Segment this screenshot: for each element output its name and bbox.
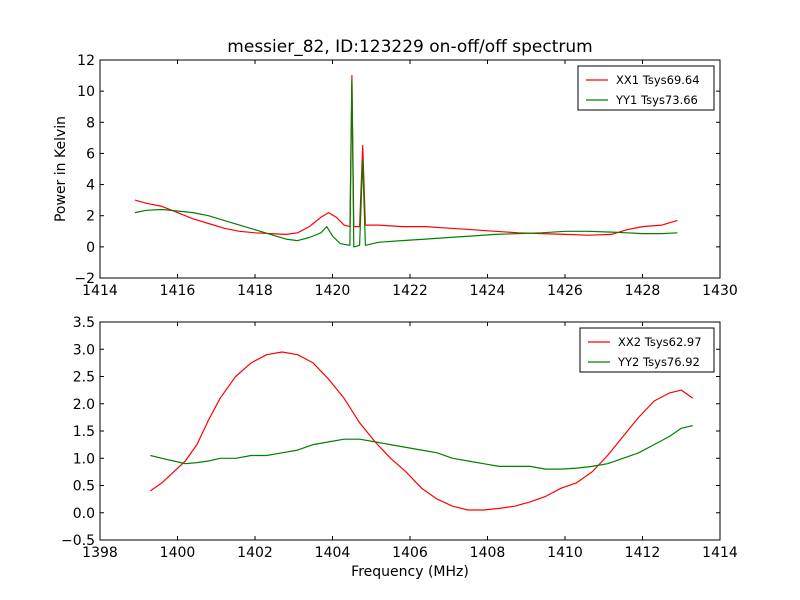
bottom-x-tick-label: 1414 [702,545,738,561]
bottom-series-line-1 [150,351,694,511]
top-x-tick-label: 1422 [392,283,428,299]
bottom-panel: Frequency (MHz) 1398 1400 1402 1404 1406 1408… [61,315,738,580]
bottom-x-tick-label: 1406 [392,545,428,561]
top-plot-area [99,59,721,279]
bottom-y-tick-label: 1.0 [73,451,95,467]
top-series-lines [134,75,678,248]
bottom-plot-area [99,321,721,541]
top-x-tick-label: 1418 [237,283,273,299]
bottom-ticks: 1398 1400 1402 1404 1406 1408 1410 1412 1414 −0.5… [61,315,738,561]
top-legend-label-1: XX1 Tsys69.64 [616,73,700,87]
bottom-y-tick-label: 2.0 [73,397,95,413]
top-y-tick-label: 0 [86,240,95,256]
bottom-legend-frame [579,327,715,373]
bottom-x-tick-label: 1402 [237,545,273,561]
bottom-y-tick-label: 0.5 [73,479,95,495]
top-x-tick-label: 1430 [702,283,738,299]
bottom-y-tick-label: 3.0 [73,342,95,358]
top-series-line-2 [134,79,678,248]
top-y-tick-label: −2 [74,271,95,287]
top-ticks: 1414 1416 1418 1420 1422 1424 1426 1428 1430 −2 0 2… [74,53,737,299]
bottom-x-tick-label: 1412 [625,545,661,561]
top-y-tick-label: 2 [86,209,95,225]
top-y-tick-label: 8 [86,115,95,131]
bottom-legend-label-2: YY2 Tsys76.92 [617,355,700,369]
top-legend-frame [577,65,715,111]
top-x-tick-label: 1420 [315,283,351,299]
top-chart-title: messier_82, ID:123229 on-off/off spectru… [227,37,592,57]
bottom-legend: XX2 Tsys62.97 YY2 Tsys76.92 [579,327,715,373]
top-x-tick-label: 1414 [82,283,118,299]
bottom-x-tick-label: 1400 [160,545,196,561]
bottom-series-line-2 [150,425,694,470]
bottom-x-tick-label: 1398 [82,545,118,561]
top-x-tick-label: 1426 [547,283,583,299]
bottom-x-tick-label: 1408 [470,545,506,561]
top-x-tick-label: 1416 [160,283,196,299]
top-x-tick-label: 1424 [470,283,506,299]
top-x-tick-label: 1428 [625,283,661,299]
top-panel: messier_82, ID:123229 on-off/off spectru… [53,37,738,299]
top-y-tick-label: 6 [86,146,95,162]
top-legend-label-2: YY1 Tsys73.66 [615,93,698,107]
bottom-x-axis-label: Frequency (MHz) [351,564,469,580]
bottom-y-tick-label: 3.5 [73,315,95,331]
bottom-series-lines [150,351,694,511]
top-legend: XX1 Tsys69.64 YY1 Tsys73.66 [577,65,715,111]
bottom-y-tick-label: 2.5 [73,370,95,386]
bottom-y-tick-label: −0.5 [61,533,95,549]
bottom-y-tick-label: 0.0 [73,506,95,522]
bottom-x-tick-label: 1410 [547,545,583,561]
bottom-legend-label-1: XX2 Tsys62.97 [618,335,702,349]
top-y-tick-label: 4 [86,178,95,194]
top-y-axis-label: Power in Kelvin [53,116,69,222]
top-y-tick-label: 10 [77,84,95,100]
bottom-y-tick-label: 1.5 [73,424,95,440]
top-y-tick-label: 12 [77,53,95,69]
bottom-x-tick-label: 1404 [315,545,351,561]
